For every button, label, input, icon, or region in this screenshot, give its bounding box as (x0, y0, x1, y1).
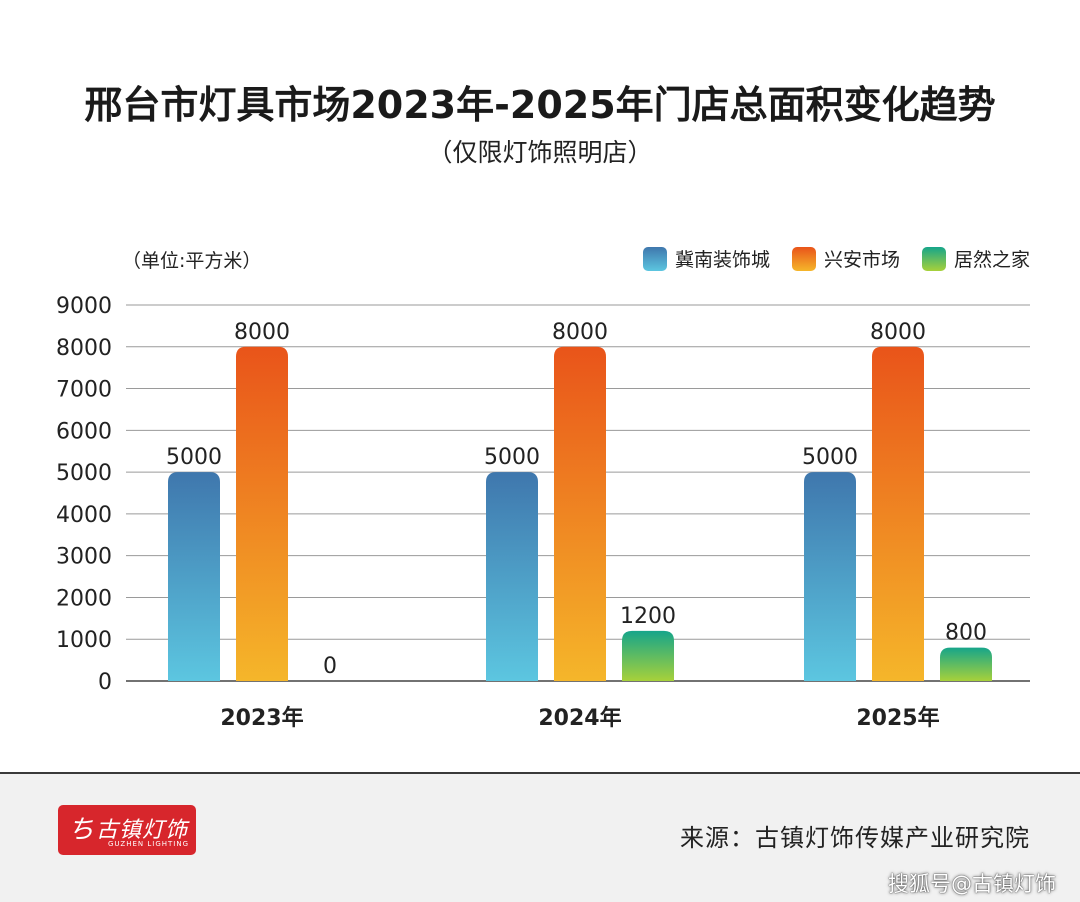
bar-chart: 0100020003000400050006000700080009000500… (56, 294, 1030, 731)
bar-value-label: 0 (323, 654, 337, 679)
legend-item-xingan: 兴安市场 (791, 245, 900, 272)
logo-mark-icon: ち (68, 815, 95, 845)
bar-2-2023年 (236, 346, 288, 681)
y-tick-label: 9000 (56, 294, 112, 319)
x-tick-label: 2024年 (538, 705, 621, 731)
bar-3-2024年 (622, 630, 674, 681)
bar-1-2025年 (804, 472, 856, 681)
y-tick-label: 6000 (56, 419, 112, 444)
y-tick-label: 4000 (56, 503, 112, 528)
x-tick-label: 2025年 (856, 705, 939, 731)
legend-label-jinan: 冀南装饰城 (674, 249, 770, 271)
logo-subtext: GUZHEN LIGHTING (108, 840, 190, 848)
page-title: 邢台市灯具市场2023年-2025年门店总面积变化趋势 (84, 83, 996, 127)
bar-value-label: 1200 (620, 604, 676, 629)
y-tick-label: 1000 (56, 628, 112, 653)
legend-item-jinan: 冀南装饰城 (642, 245, 770, 272)
bar-value-label: 8000 (870, 320, 926, 345)
bar-1-2024年 (486, 472, 538, 681)
footer: ち 古镇灯饰 GUZHEN LIGHTING 来源：古镇灯饰传媒产业研究院 搜狐… (0, 772, 1080, 902)
x-tick-label: 2023年 (220, 705, 303, 731)
bar-value-label: 8000 (552, 320, 608, 345)
page-subtitle: （仅限灯饰照明店） (427, 138, 653, 167)
bar-value-label: 5000 (484, 445, 540, 470)
y-tick-label: 5000 (56, 461, 112, 486)
y-tick-label: 8000 (56, 336, 112, 361)
bar-2-2024年 (554, 346, 606, 681)
unit-label: （单位:平方米） (122, 250, 262, 272)
bar-value-label: 8000 (234, 320, 290, 345)
legend: 冀南装饰城 兴安市场 居然之家 (642, 245, 1030, 272)
y-tick-label: 7000 (56, 378, 112, 403)
bar-3-2025年 (940, 647, 992, 681)
legend-item-juran: 居然之家 (921, 245, 1030, 272)
logo-text: 古镇灯饰 (96, 818, 189, 843)
logo: ち 古镇灯饰 GUZHEN LIGHTING (58, 805, 196, 855)
y-tick-label: 3000 (56, 545, 112, 570)
source-text: 来源：古镇灯饰传媒产业研究院 (680, 824, 1030, 852)
watermark: 搜狐号@古镇灯饰 (888, 872, 1056, 896)
bar-value-label: 800 (945, 621, 987, 646)
y-tick-label: 2000 (56, 586, 112, 611)
legend-swatch-xingan (791, 246, 816, 271)
legend-label-xingan: 兴安市场 (823, 249, 900, 271)
bar-2-2025年 (872, 346, 924, 681)
bar-value-label: 5000 (802, 445, 858, 470)
bar-1-2023年 (168, 472, 220, 681)
legend-label-juran: 居然之家 (953, 249, 1030, 271)
legend-swatch-juran (921, 246, 946, 271)
y-tick-label: 0 (98, 670, 112, 695)
bar-value-label: 5000 (166, 445, 222, 470)
legend-swatch-jinan (642, 246, 667, 271)
